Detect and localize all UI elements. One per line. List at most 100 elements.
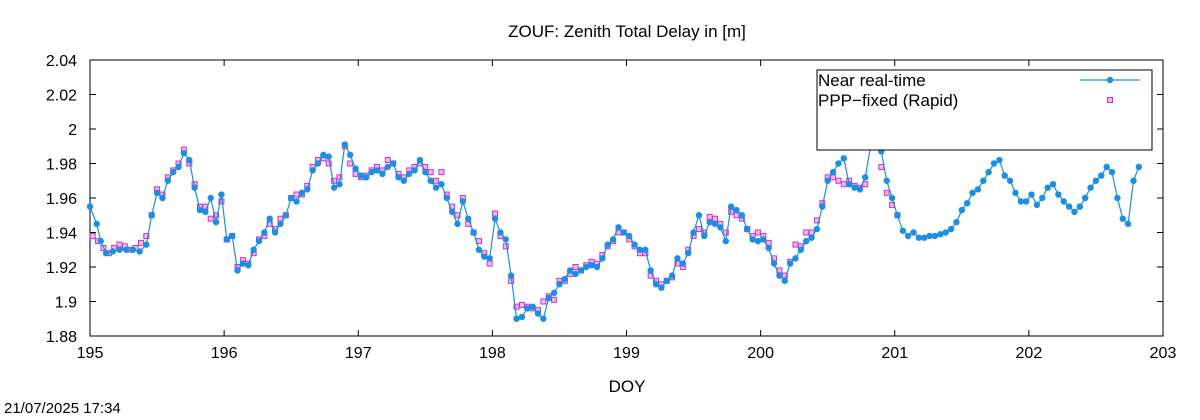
near-real-time-point — [754, 237, 762, 245]
near-real-time-point — [899, 227, 906, 234]
near-real-time-point — [711, 220, 719, 228]
series-near-real-time — [86, 130, 1143, 322]
near-real-time-point — [792, 255, 799, 262]
ppp-point — [427, 169, 434, 176]
ppp-point — [695, 226, 702, 233]
legend-marker-ppp-fixed — [1107, 97, 1113, 103]
near-real-time-point — [1039, 194, 1046, 202]
near-real-time-point — [776, 272, 783, 279]
ppp-point — [835, 177, 842, 184]
near-real-time-point — [524, 305, 531, 312]
near-real-time-point — [212, 218, 220, 226]
near-real-time-point — [840, 155, 847, 162]
ppp-point — [803, 229, 810, 236]
near-real-time-point — [164, 177, 171, 184]
ppp-point — [722, 229, 729, 236]
legend-label-near-real-time: Near real-time — [818, 71, 926, 90]
near-real-time-point — [969, 189, 976, 197]
near-real-time-point — [631, 241, 638, 248]
near-real-time-point — [572, 270, 579, 278]
near-real-time-point — [604, 241, 611, 248]
near-real-time-point — [974, 186, 982, 193]
ppp-point — [207, 215, 214, 222]
near-real-time-point — [534, 310, 542, 317]
near-real-time-point — [196, 206, 204, 214]
y-tick-label: 1.9 — [55, 295, 77, 312]
ppp-point — [540, 298, 547, 305]
near-real-time-point — [352, 165, 359, 172]
near-real-time-point — [1033, 201, 1041, 209]
near-real-time-point — [234, 267, 241, 274]
near-real-time-point — [363, 174, 370, 181]
near-real-time-point — [277, 220, 284, 228]
near-real-time-point — [129, 246, 137, 253]
near-real-time-point — [406, 170, 413, 178]
near-real-time-point — [819, 203, 826, 210]
near-real-time-point — [486, 255, 493, 262]
near-real-time-point — [1082, 194, 1089, 202]
near-real-time-point — [109, 248, 117, 255]
near-real-time-point — [668, 272, 676, 279]
near-real-time-line — [89, 132, 1140, 320]
ppp-point — [551, 296, 558, 303]
near-real-time-point — [550, 289, 558, 297]
near-real-time-point — [717, 224, 724, 231]
near-real-time-point — [738, 212, 746, 219]
near-real-time-point — [1108, 168, 1116, 176]
near-real-time-point — [1098, 172, 1105, 179]
near-real-time-point — [722, 237, 729, 245]
y-tick-label: 1.88 — [46, 329, 77, 346]
near-real-time-point — [475, 246, 483, 253]
near-real-time-point — [636, 246, 644, 253]
y-tick-label: 2.04 — [46, 53, 77, 70]
near-real-time-point — [250, 246, 257, 253]
near-real-time-point — [411, 167, 418, 174]
near-real-time-point — [690, 229, 697, 236]
near-real-time-point — [400, 177, 408, 184]
ppp-point — [331, 177, 338, 184]
ppp-point — [883, 189, 890, 196]
near-real-time-point — [1124, 220, 1132, 228]
near-real-time-point — [1044, 184, 1051, 191]
near-real-time-point — [298, 189, 306, 197]
near-real-time-point — [341, 141, 349, 148]
near-real-time-point — [803, 237, 810, 245]
near-real-time-point — [379, 170, 386, 178]
near-real-time-point — [347, 151, 354, 159]
near-real-time-point — [427, 177, 434, 184]
ppp-point — [706, 213, 713, 220]
x-tick-label: 198 — [479, 345, 506, 362]
near-real-time-point — [245, 262, 252, 269]
near-real-time-point — [1060, 198, 1067, 205]
near-real-time-point — [448, 208, 456, 215]
near-real-time-point — [123, 246, 130, 253]
x-tick-label: 196 — [211, 345, 238, 362]
ppp-point — [137, 239, 144, 246]
y-tick-label: 2 — [68, 122, 77, 139]
near-real-time-point — [202, 208, 209, 215]
near-real-time-point — [304, 186, 311, 193]
x-tick-label: 195 — [77, 345, 104, 362]
near-real-time-point — [953, 218, 960, 226]
near-real-time-point — [422, 168, 429, 176]
ppp-point — [116, 241, 123, 248]
near-real-time-point — [931, 232, 939, 240]
near-real-time-point — [894, 212, 901, 219]
ppp-point — [840, 181, 847, 188]
near-real-time-point — [1130, 177, 1137, 184]
near-real-time-point — [389, 160, 397, 167]
near-real-time-point — [985, 168, 992, 176]
near-real-time-point — [856, 186, 864, 193]
near-real-time-point — [1114, 194, 1121, 202]
near-real-time-point — [143, 241, 150, 248]
near-real-time-point — [990, 160, 998, 167]
near-real-time-point — [577, 267, 585, 274]
near-real-time-point — [760, 236, 767, 243]
near-real-time-point — [97, 237, 104, 245]
near-real-time-point — [915, 234, 923, 241]
near-real-time-point — [223, 236, 231, 243]
near-real-time-point — [663, 277, 670, 284]
near-real-time-point — [996, 156, 1003, 164]
near-real-time-point — [808, 234, 815, 241]
near-real-time-point — [271, 229, 279, 236]
